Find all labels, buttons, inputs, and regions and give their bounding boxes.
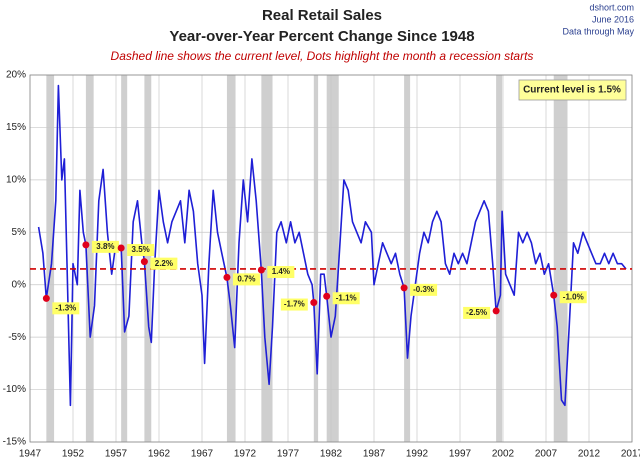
value-label-bg (267, 266, 295, 279)
recession-band (226, 75, 236, 442)
recession-band (121, 75, 128, 442)
chart-title: Real Retail Sales (262, 7, 382, 24)
value-label: -1.7% (284, 300, 305, 309)
x-tick-label: 2002 (492, 449, 515, 460)
source: dshort.com (589, 2, 634, 12)
chart-subtitle: Year-over-Year Percent Change Since 1948 (169, 28, 474, 45)
plot-frame (29, 74, 633, 443)
value-label: 1.4% (272, 267, 290, 276)
x-tick-label: 1992 (406, 449, 429, 460)
x-tick-label: 1957 (105, 449, 128, 460)
annotation: Current level is 1.5% (523, 85, 621, 96)
value-label-bg (52, 302, 80, 315)
x-tick-label: 1947 (19, 449, 42, 460)
recession-band (313, 75, 319, 442)
y-tick-label: 15% (6, 122, 26, 133)
value-label-bg (332, 292, 360, 305)
recession-band (326, 75, 339, 442)
y-tick-label: -15% (3, 437, 26, 448)
x-tick-label: 1952 (62, 449, 85, 460)
data-line (37, 84, 627, 407)
value-label: 3.5% (132, 245, 150, 254)
x-tick-label: 2007 (535, 449, 558, 460)
value-label: 2.2% (155, 259, 173, 268)
y-tick-label: 0% (12, 279, 27, 290)
x-tick-label: 1982 (320, 449, 343, 460)
value-label: -0.3% (413, 285, 434, 294)
y-tick-label: -10% (3, 384, 26, 395)
x-tick-label: 1967 (191, 449, 214, 460)
value-label-bg (410, 283, 438, 296)
value-label: 0.7% (237, 274, 255, 283)
recession-start-dot (42, 294, 50, 302)
value-label-bg (127, 244, 155, 257)
recession-band (553, 75, 568, 442)
value-label: -1.3% (55, 303, 76, 312)
y-tick-label: 20% (6, 70, 26, 81)
x-tick-label: 1972 (234, 449, 257, 460)
x-tick-label: 2017 (621, 449, 640, 460)
x-tick-label: 1997 (449, 449, 472, 460)
chart-note: Dashed line shows the current level, Dot… (111, 49, 534, 63)
x-tick-label: 1977 (277, 449, 300, 460)
recession-start-dot (117, 244, 125, 252)
recession-start-dot (310, 299, 318, 307)
recession-band (85, 75, 94, 442)
y-tick-label: 5% (12, 227, 27, 238)
value-label-bg (559, 291, 587, 304)
value-label: -1.1% (336, 293, 357, 302)
value-label: -2.5% (466, 308, 487, 317)
source: June 2016 (592, 14, 634, 24)
recession-start-dot (257, 266, 265, 274)
y-tick-label: -5% (8, 332, 26, 343)
value-label: 3.8% (96, 242, 114, 251)
annotation-box (518, 79, 627, 101)
recession-band (46, 75, 55, 442)
recession-band (404, 75, 411, 442)
x-tick-label: 1962 (148, 449, 171, 460)
value-label-bg (232, 273, 260, 286)
recession-start-dot (550, 291, 558, 299)
y-tick-label: 10% (6, 174, 26, 185)
recession-start-dot (140, 258, 148, 266)
recession-band (496, 75, 503, 442)
value-label: -1.0% (563, 292, 584, 301)
recession-start-dot (400, 284, 408, 292)
recession-band (261, 75, 273, 442)
x-tick-label: 2012 (578, 449, 601, 460)
source: Data through May (562, 26, 634, 36)
recession-start-dot (492, 307, 500, 315)
recession-start-dot (323, 292, 331, 300)
value-label-bg (150, 257, 178, 270)
recession-band (144, 75, 152, 442)
recession-start-dot (82, 241, 90, 249)
x-tick-label: 1987 (363, 449, 386, 460)
value-label-bg (463, 306, 491, 319)
value-label-bg (280, 298, 308, 311)
recession-start-dot (223, 273, 231, 281)
value-label-bg (91, 240, 119, 253)
